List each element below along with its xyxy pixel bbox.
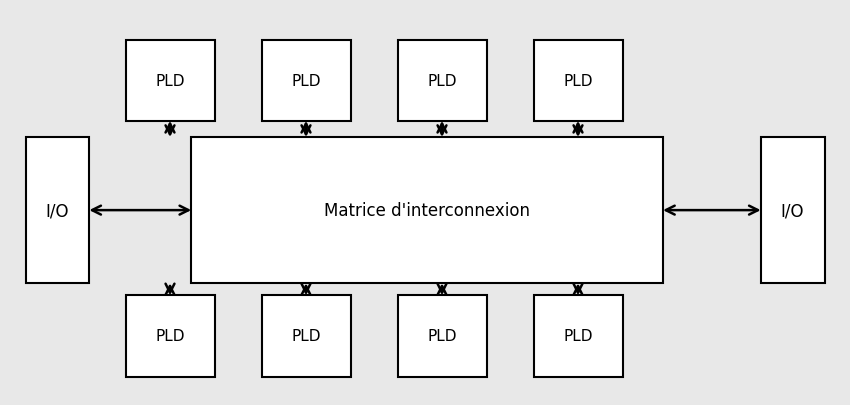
FancyArrowPatch shape xyxy=(92,206,189,215)
FancyArrowPatch shape xyxy=(302,284,310,295)
Bar xyxy=(191,138,663,284)
Text: PLD: PLD xyxy=(156,74,185,88)
Bar xyxy=(398,40,487,122)
FancyArrowPatch shape xyxy=(166,124,174,135)
Bar xyxy=(534,296,623,377)
Bar xyxy=(761,138,824,284)
FancyArrowPatch shape xyxy=(438,124,446,135)
FancyArrowPatch shape xyxy=(574,124,582,135)
Bar xyxy=(262,296,351,377)
Text: PLD: PLD xyxy=(428,329,457,343)
Text: PLD: PLD xyxy=(564,74,593,88)
Text: Matrice d'interconnexion: Matrice d'interconnexion xyxy=(324,202,530,220)
FancyArrowPatch shape xyxy=(438,284,446,295)
FancyArrowPatch shape xyxy=(302,124,310,135)
Text: PLD: PLD xyxy=(564,329,593,343)
Text: PLD: PLD xyxy=(292,74,321,88)
Bar xyxy=(26,138,89,284)
Bar xyxy=(534,40,623,122)
FancyArrowPatch shape xyxy=(666,206,758,215)
Text: PLD: PLD xyxy=(292,329,321,343)
FancyArrowPatch shape xyxy=(574,284,582,295)
Bar xyxy=(126,296,215,377)
Bar xyxy=(262,40,351,122)
FancyArrowPatch shape xyxy=(166,284,174,295)
Text: PLD: PLD xyxy=(428,74,457,88)
Text: PLD: PLD xyxy=(156,329,185,343)
Bar xyxy=(398,296,487,377)
Text: I/O: I/O xyxy=(781,202,804,220)
Bar xyxy=(126,40,215,122)
Text: I/O: I/O xyxy=(46,202,69,220)
